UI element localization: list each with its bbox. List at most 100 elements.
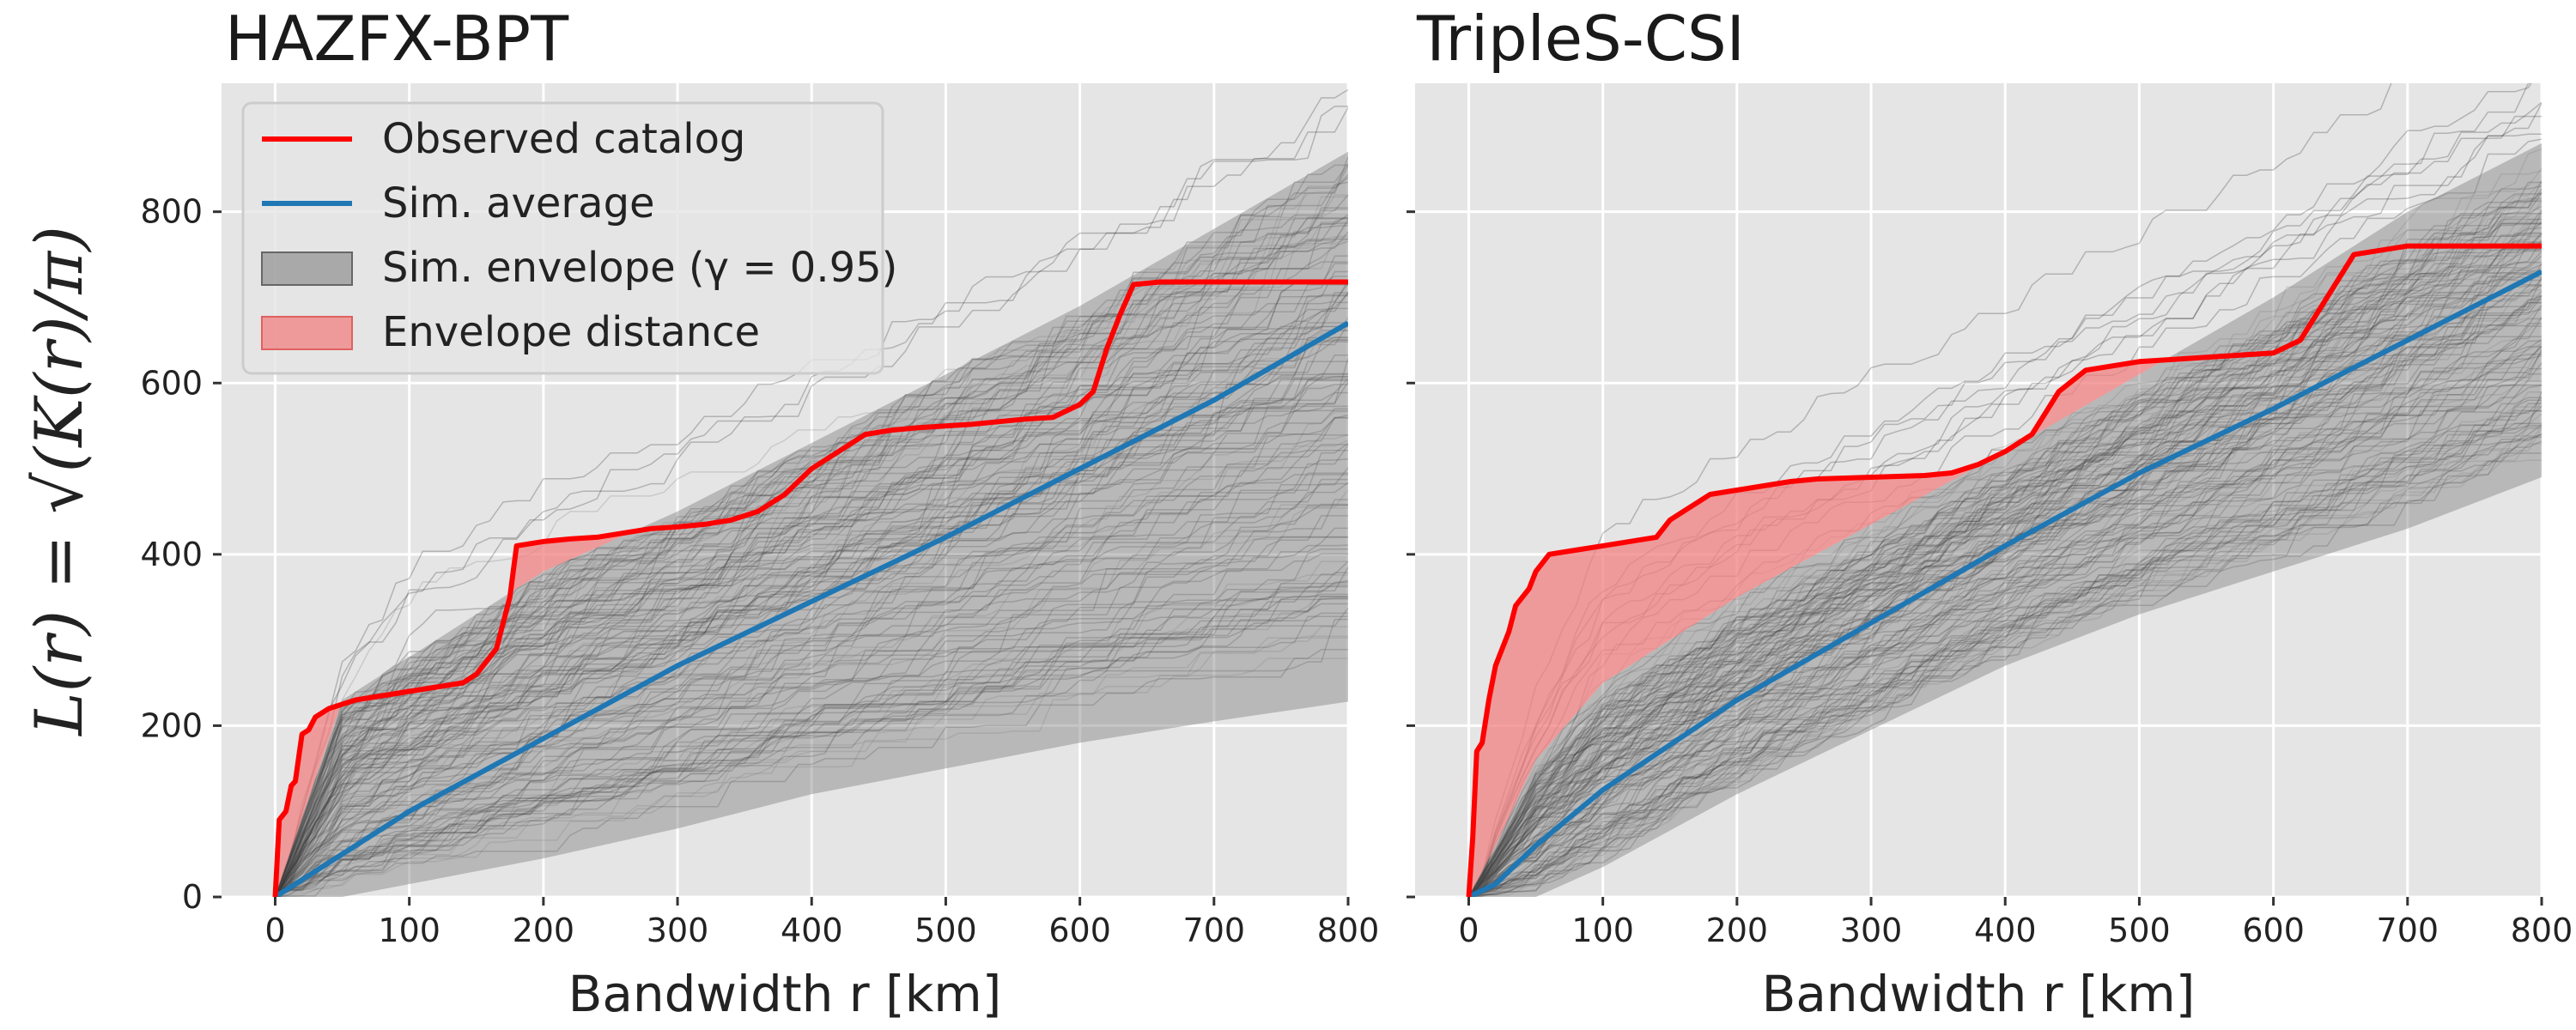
x-tick-label: 800 <box>2511 912 2573 949</box>
y-tick-label: 800 <box>140 193 203 231</box>
simulation-trace <box>274 240 1348 897</box>
simulation-trace <box>275 603 1348 897</box>
x-tick-label: 400 <box>781 912 843 949</box>
y-tick-label: 400 <box>140 536 203 573</box>
simulation-trace <box>275 572 1348 897</box>
simulation-trace <box>274 408 1348 897</box>
simulation-trace <box>275 560 1348 897</box>
simulation-trace <box>1468 354 2542 897</box>
x-tick-label: 100 <box>1571 912 1634 949</box>
simulation-trace <box>1468 428 2542 897</box>
simulation-trace <box>274 536 1348 897</box>
simulation-trace <box>1467 205 2542 897</box>
envelope-distance-area <box>1469 453 2001 896</box>
simulation-trace <box>275 607 1348 897</box>
legend-item-envelope: Sim. envelope (γ = 0.95) <box>261 244 897 292</box>
simulation-trace <box>1467 250 2542 897</box>
simulation-trace <box>274 433 1348 897</box>
simulation-trace <box>1467 185 2542 897</box>
simulation-trace <box>274 373 1348 897</box>
panel-title: HAZFX-BPT <box>225 3 569 75</box>
simulation-trace <box>1467 221 2542 897</box>
legend-swatch-envelope <box>261 251 353 286</box>
simulation-trace <box>275 544 1348 897</box>
simulation-trace <box>1468 403 2542 897</box>
simulation-trace <box>274 294 1348 897</box>
legend-frame <box>241 101 884 375</box>
simulation-trace <box>1468 440 2542 897</box>
simulation-trace <box>274 177 1348 897</box>
simulation-trace <box>274 165 1348 897</box>
simulation-trace <box>1468 409 2542 897</box>
x-tick-label: 700 <box>1183 912 1246 949</box>
simulation-trace <box>274 238 1348 897</box>
simulation-trace <box>1467 233 2542 897</box>
simulation-trace <box>1468 452 2542 897</box>
simulation-trace <box>274 292 1348 897</box>
simulation-trace <box>274 417 1348 897</box>
simulation-trace <box>1467 279 2542 897</box>
simulation-trace <box>274 163 1348 897</box>
simulation-trace <box>1468 413 2542 897</box>
simulation-trace <box>1467 261 2542 897</box>
simulation-trace <box>1467 233 2542 897</box>
simulation-trace <box>1467 232 2542 897</box>
simulation-trace <box>274 442 1348 897</box>
simulation-trace <box>1468 425 2542 897</box>
simulation-trace <box>274 325 1348 897</box>
simulation-trace <box>274 238 1348 897</box>
simulation-trace <box>274 354 1348 897</box>
simulation-trace <box>274 339 1348 897</box>
simulation-trace <box>1468 385 2542 897</box>
simulation-trace <box>1467 222 2542 897</box>
simulation-trace <box>1467 272 2542 897</box>
envelope-band <box>275 151 1348 897</box>
simulation-trace <box>1467 180 2542 897</box>
simulation-trace <box>1467 236 2542 897</box>
simulation-trace <box>1468 425 2542 897</box>
simulation-trace <box>1467 284 2542 897</box>
simulation-trace <box>274 207 1348 897</box>
simulation-trace <box>275 595 1348 897</box>
simulation-trace <box>274 405 1348 897</box>
legend-item-distance: Envelope distance <box>261 308 760 356</box>
simulation-trace <box>1467 148 2542 897</box>
simulation-trace <box>274 216 1348 897</box>
x-tick-label: 600 <box>1048 912 1111 949</box>
simulation-trace <box>274 439 1348 897</box>
x-tick-label: 500 <box>914 912 977 949</box>
simulation-trace <box>1468 351 2542 897</box>
simulation-trace <box>1468 341 2542 897</box>
simulation-trace <box>274 88 1348 897</box>
simulation-trace <box>274 358 1348 897</box>
y-axis-label: L(r) = √(K(r)/π) <box>21 226 97 737</box>
simulation-trace <box>1467 249 2542 897</box>
simulation-trace <box>274 214 1348 897</box>
simulation-trace <box>274 156 1348 897</box>
simulation-trace <box>275 626 1348 897</box>
simulation-trace <box>1468 424 2542 897</box>
simulation-trace <box>275 635 1348 897</box>
simulation-trace <box>275 637 1348 897</box>
simulation-trace <box>1468 304 2542 897</box>
simulation-trace <box>275 581 1348 897</box>
simulation-trace <box>1468 336 2542 897</box>
simulation-trace <box>1468 405 2542 897</box>
simulation-trace <box>1467 277 2542 897</box>
simulation-trace <box>274 317 1348 897</box>
simulation-trace <box>1467 305 2542 897</box>
simulation-trace <box>275 536 1348 897</box>
simulation-trace <box>274 301 1348 897</box>
simulation-trace <box>1468 354 2542 897</box>
simulation-trace <box>1467 193 2542 897</box>
simulation-trace <box>274 339 1348 897</box>
simulation-trace <box>275 597 1348 897</box>
simulation-trace <box>1467 221 2542 897</box>
simulation-trace <box>1467 211 2542 897</box>
simulation-trace <box>275 583 1348 897</box>
simulation-trace <box>1467 234 2542 897</box>
simulation-trace <box>274 378 1348 897</box>
simulation-trace <box>1468 367 2542 897</box>
observed-line <box>272 279 1348 897</box>
